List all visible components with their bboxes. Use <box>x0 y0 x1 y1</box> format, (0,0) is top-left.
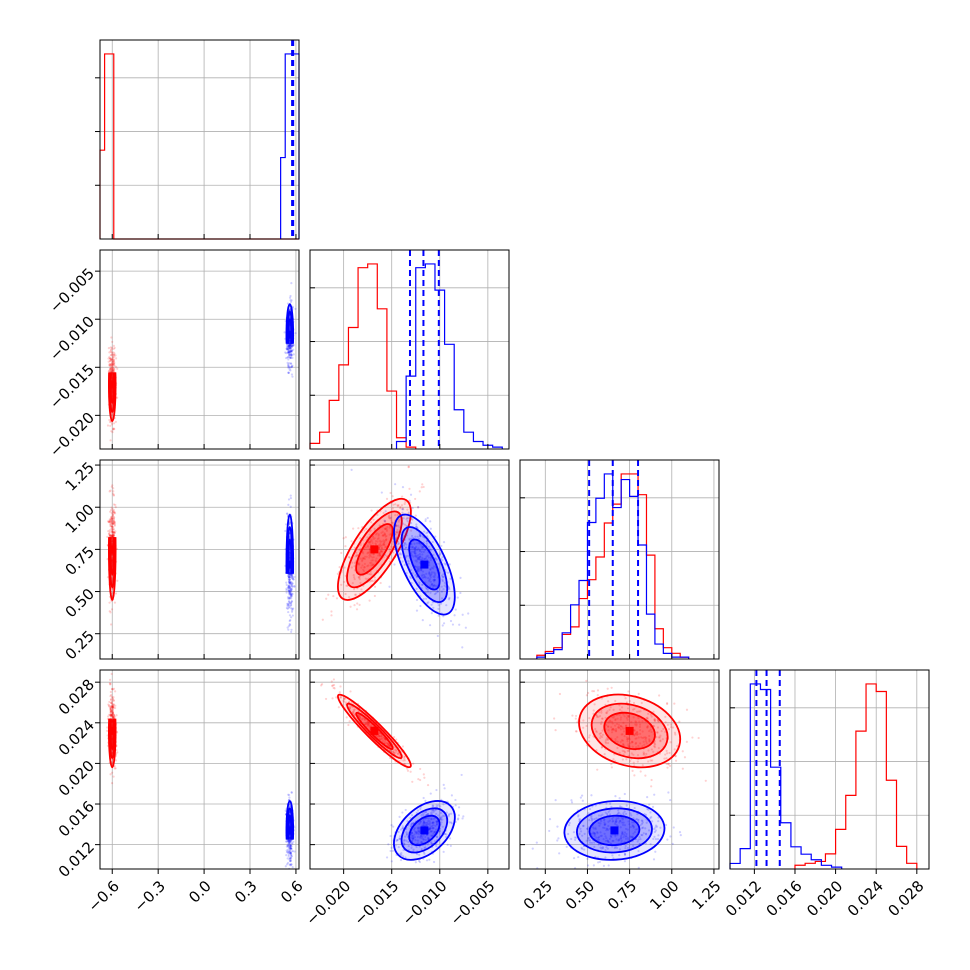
y-tick-label: 0.028 <box>55 675 98 718</box>
density-peak <box>108 380 117 389</box>
x-tick-label: 1.00 <box>646 877 682 913</box>
x-tick-label: 0.016 <box>763 877 806 920</box>
histogram-blue-param-0 <box>280 53 300 239</box>
x-tick-label: 0.024 <box>844 877 887 920</box>
density-peak <box>108 726 117 735</box>
y-tick-label: 0.020 <box>55 757 98 800</box>
x-tick-label: 0.020 <box>803 877 846 920</box>
y-tick-label: −0.015 <box>46 361 98 413</box>
x-tick-label: 0.012 <box>722 877 765 920</box>
y-tick-label: −0.020 <box>46 409 98 461</box>
panel-frame-2-2 <box>519 459 720 660</box>
y-tick-label: −0.005 <box>46 264 98 316</box>
y-tick-label: 0.016 <box>55 797 98 840</box>
y-tick-label: 0.25 <box>62 627 98 663</box>
density-peak <box>420 560 429 569</box>
density-peak <box>420 826 429 835</box>
y-tick-label: 0.50 <box>62 585 98 621</box>
density-peak <box>108 545 117 554</box>
panel-frame-3-1 <box>309 669 510 870</box>
x-tick-label: −0.015 <box>350 877 402 929</box>
density-peak <box>625 726 634 735</box>
x-tick-label: 0.50 <box>562 877 598 913</box>
x-tick-label: 1.25 <box>688 877 724 913</box>
density-peak <box>285 560 294 569</box>
y-tick-label: 0.012 <box>55 838 98 881</box>
density-peak <box>285 330 294 339</box>
y-tick-label: 1.25 <box>62 458 98 494</box>
density-peak <box>285 826 294 835</box>
density-peak <box>370 545 379 554</box>
x-tick-label: 0.25 <box>520 877 556 913</box>
x-tick-label: −0.6 <box>85 877 123 915</box>
x-tick-label: 0.75 <box>604 877 640 913</box>
panel-frame-2-1 <box>309 459 510 660</box>
histogram-blue-param-1 <box>395 263 503 449</box>
panel-frame-0-0 <box>99 39 300 240</box>
x-tick-label: −0.020 <box>302 877 354 929</box>
histogram-red-param-1 <box>309 263 417 449</box>
y-tick-label: 1.00 <box>62 501 98 537</box>
x-tick-label: 0.028 <box>884 877 927 920</box>
y-tick-label: −0.010 <box>46 312 98 364</box>
x-tick-label: 0.6 <box>277 877 307 907</box>
x-tick-label: −0.3 <box>130 877 168 915</box>
panel-frame-3-2 <box>519 669 720 870</box>
density-peak <box>370 726 379 735</box>
panel-frame-2-0 <box>99 459 300 660</box>
panel-frame-3-3 <box>729 669 930 870</box>
histogram-red-param-3 <box>794 683 918 869</box>
x-tick-label: −0.005 <box>447 877 499 929</box>
panel-frame-1-0 <box>99 249 300 450</box>
y-tick-label: 0.024 <box>55 716 98 759</box>
density-peak <box>610 826 619 835</box>
panel-frame-1-1 <box>309 249 510 450</box>
panel-frame-3-0 <box>99 669 300 870</box>
histogram-red-param-0 <box>99 53 299 240</box>
x-tick-label: −0.010 <box>399 877 451 929</box>
histogram-blue-param-3 <box>729 683 843 869</box>
x-tick-label: 0.3 <box>231 877 261 907</box>
y-tick-label: 0.75 <box>62 543 98 579</box>
x-tick-label: 0.0 <box>185 877 215 907</box>
